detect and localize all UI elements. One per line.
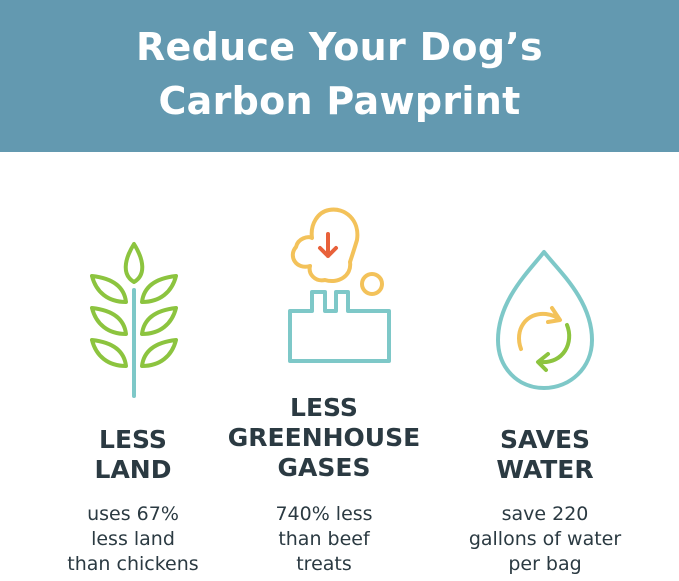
- column-body: save 220 gallons of water per bag: [468, 503, 622, 575]
- column-heading: SAVES WATER: [496, 425, 594, 484]
- column-heading: LESS GREENHOUSE GASES: [227, 393, 421, 482]
- wheat-plant-icon: [90, 242, 178, 398]
- column-less-land: LESS LAND uses 67% less land than chicke…: [23, 425, 243, 577]
- column-body: uses 67% less land than chickens: [67, 503, 199, 575]
- page-title: Reduce Your Dog’s Carbon Pawprint: [136, 25, 543, 123]
- column-saves-water: SAVES WATER save 220 gallons of water pe…: [435, 425, 655, 577]
- water-drop-recycle-icon: [496, 250, 594, 390]
- column-body: 740% less than beef treats: [275, 503, 373, 575]
- column-less-greenhouse-gases: LESS GREENHOUSE GASES 740% less than bee…: [214, 393, 434, 577]
- factory-smoke-icon: [288, 207, 391, 363]
- header-banner: Reduce Your Dog’s Carbon Pawprint: [0, 0, 679, 152]
- column-heading: LESS LAND: [94, 425, 172, 484]
